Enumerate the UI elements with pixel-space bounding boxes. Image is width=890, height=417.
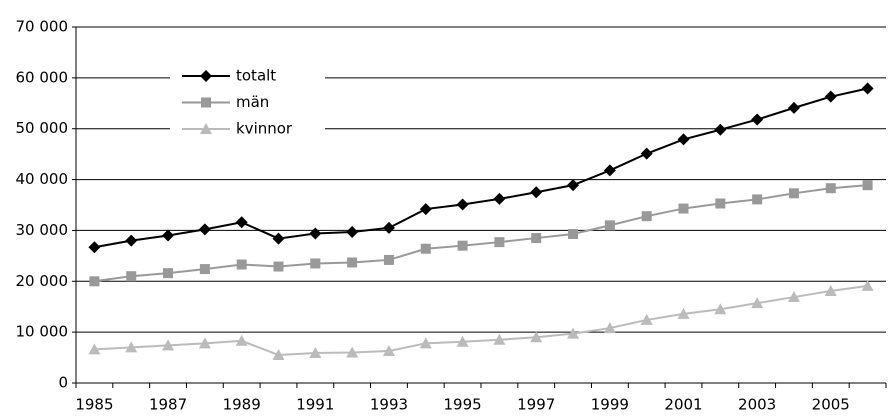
marker [236, 259, 247, 270]
y-tick-label: 10 000 [16, 323, 69, 341]
x-tick-label: 1991 [296, 396, 334, 414]
marker [861, 279, 874, 291]
marker [787, 291, 800, 303]
marker [88, 241, 101, 254]
marker [383, 254, 394, 265]
marker [751, 297, 764, 309]
y-tick-label: 30 000 [16, 221, 69, 239]
marker [530, 331, 543, 343]
marker [677, 307, 690, 319]
marker [530, 186, 543, 199]
marker [862, 180, 873, 191]
marker [603, 322, 616, 334]
marker [273, 261, 284, 272]
marker [640, 147, 653, 160]
marker [567, 327, 580, 339]
marker [714, 123, 727, 136]
marker [162, 229, 175, 242]
y-tick-label: 20 000 [16, 272, 69, 290]
marker [88, 343, 101, 355]
marker [752, 194, 763, 205]
marker [235, 334, 248, 346]
marker [788, 188, 799, 199]
x-tick-label: 2001 [664, 396, 702, 414]
marker [125, 234, 138, 247]
x-tick-label: 1993 [370, 396, 408, 414]
marker [382, 344, 395, 356]
legend-marker [200, 70, 212, 82]
x-tick-label: 1997 [517, 396, 555, 414]
marker [309, 227, 322, 240]
marker [494, 237, 505, 248]
marker [126, 271, 137, 282]
legend: totalt män kvinnor [170, 60, 325, 146]
marker [235, 216, 248, 229]
marker [751, 113, 764, 126]
marker [309, 346, 322, 358]
marker [715, 198, 726, 209]
marker [604, 220, 615, 231]
marker [382, 221, 395, 234]
x-tick-label: 2003 [738, 396, 776, 414]
marker [419, 337, 432, 349]
x-tick-label: 2005 [812, 396, 850, 414]
marker [493, 333, 506, 345]
marker [714, 303, 727, 315]
x-tick-label: 1995 [443, 396, 481, 414]
marker [457, 240, 468, 251]
marker [678, 203, 689, 214]
x-tick-label: 1985 [75, 396, 113, 414]
legend-marker [201, 97, 211, 108]
marker [824, 284, 837, 296]
y-tick-label: 60 000 [16, 68, 69, 86]
series-line [94, 184, 868, 283]
legend-label: kvinnor [236, 120, 293, 138]
marker [568, 228, 579, 239]
x-tick-label: 1987 [149, 396, 187, 414]
y-tick-label: 50 000 [16, 119, 69, 137]
marker [198, 223, 211, 236]
marker [198, 337, 211, 349]
marker [420, 243, 431, 254]
marker [199, 264, 210, 275]
marker [493, 192, 506, 205]
marker [567, 179, 580, 192]
marker [825, 183, 836, 194]
x-tick-label: 1999 [591, 396, 629, 414]
marker [162, 339, 175, 351]
y-tick-label: 40 000 [16, 170, 69, 188]
marker [641, 211, 652, 222]
series-line [94, 87, 868, 249]
legend-marker [200, 123, 212, 134]
marker [89, 276, 100, 287]
marker [272, 349, 285, 361]
marker [310, 258, 321, 269]
marker [677, 133, 690, 146]
marker [272, 232, 285, 245]
legend-label: totalt [236, 67, 276, 85]
y-tick-label: 70 000 [16, 18, 69, 36]
marker [346, 346, 359, 358]
x-tick-label: 1989 [223, 396, 261, 414]
series-line [94, 284, 868, 357]
marker [346, 225, 359, 238]
y-tick-label: 0 [58, 374, 68, 392]
legend-label: män [236, 93, 269, 111]
marker [125, 341, 138, 353]
marker [640, 313, 653, 325]
marker [163, 268, 174, 279]
marker [347, 257, 358, 268]
marker [861, 82, 874, 95]
marker [603, 164, 616, 177]
marker [419, 203, 432, 216]
marker [824, 90, 837, 103]
marker [456, 198, 469, 211]
marker [531, 233, 542, 244]
marker [787, 101, 800, 114]
marker [456, 335, 469, 347]
